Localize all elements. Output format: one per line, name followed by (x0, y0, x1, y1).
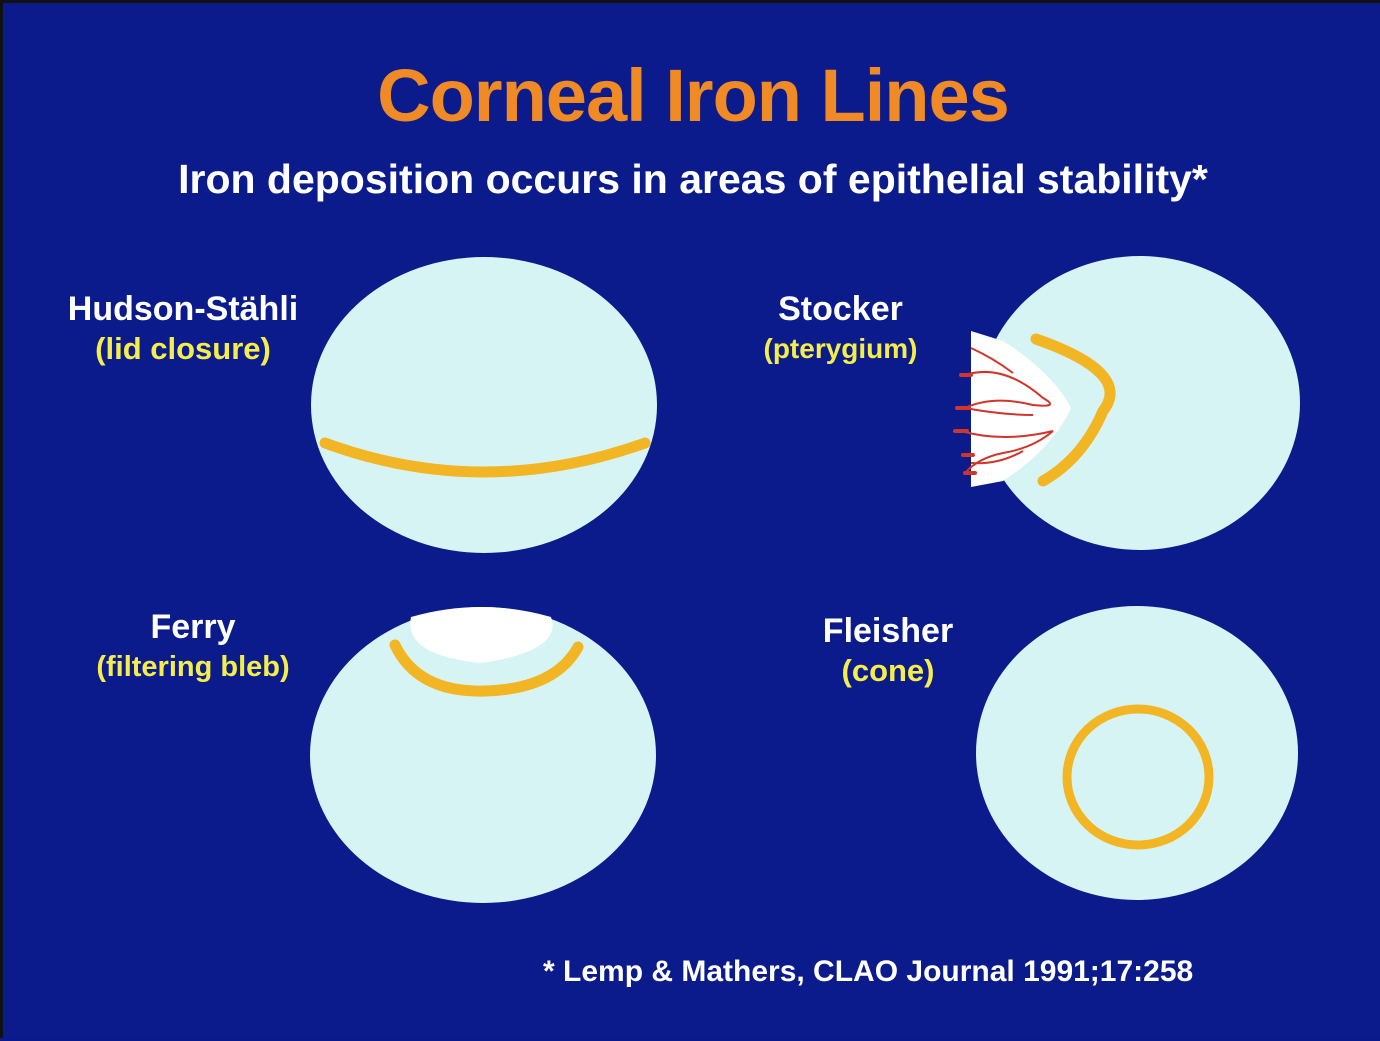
label-stocker-cause: (pterygium) (763, 333, 918, 364)
iron-line-hudson-stahli (319, 437, 651, 478)
cornea-stocker (953, 256, 1300, 550)
label-ferry-cause: (filtering bleb) (96, 651, 290, 683)
label-hudson-stahli-cause: (lid closure) (95, 331, 271, 366)
label-ferry-name: Ferry (150, 608, 236, 646)
cornea-hudson-stahli (311, 257, 657, 553)
label-fleisher-name: Fleisher (822, 612, 954, 650)
label-stocker-name: Stocker (778, 290, 903, 328)
cornea-disc (311, 257, 657, 553)
cornea-fleisher (976, 606, 1298, 900)
cornea-disc (976, 606, 1298, 900)
label-stocker: Stocker (pterygium) (723, 289, 958, 369)
label-fleisher-cause: (cone) (841, 653, 935, 688)
cornea-ferry (310, 607, 656, 903)
iron-ring-fleisher (1062, 704, 1214, 850)
slide-title: Corneal Iron Lines (377, 54, 1010, 137)
label-ferry: Ferry (filtering bleb) (63, 607, 323, 687)
filtering-bleb (410, 607, 553, 663)
pterygium (971, 331, 1071, 487)
iron-line-stocker (1030, 333, 1116, 487)
label-fleisher: Fleisher (cone) (793, 611, 983, 691)
pterygium-vessels (960, 347, 1054, 474)
slide-subtitle: Iron deposition occurs in areas of epith… (178, 156, 1208, 202)
pterygium-vessel-ends (953, 373, 977, 475)
label-hudson-stahli: Hudson-Stähli (lid closure) (43, 289, 323, 369)
iron-line-ferry (389, 639, 584, 697)
corneal-diagrams (310, 256, 1300, 903)
footnote-citation: * Lemp & Mathers, CLAO Journal 1991;17:2… (543, 955, 1194, 988)
cornea-disc (310, 607, 656, 903)
label-hudson-stahli-name: Hudson-Stähli (67, 290, 299, 328)
cornea-disc (980, 256, 1300, 550)
